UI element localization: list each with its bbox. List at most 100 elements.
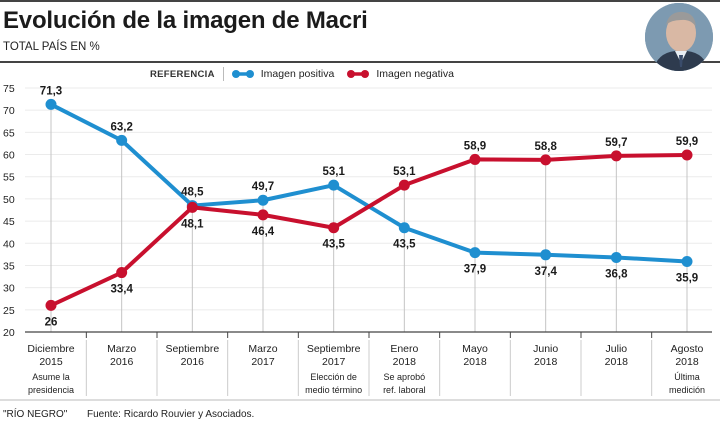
data-label: 37,9: [464, 264, 486, 276]
data-point: [469, 247, 481, 259]
y-tick-label: 30: [3, 283, 15, 295]
x-annotation: Elección de: [310, 372, 357, 382]
legend-item-negativa: Imagen negativa: [346, 68, 454, 80]
data-label: 71,3: [40, 85, 62, 97]
data-point: [398, 179, 410, 191]
data-point: [610, 150, 622, 162]
x-tick-label-year: 2018: [605, 356, 629, 368]
data-point: [540, 249, 552, 261]
x-annotation: Última: [674, 372, 700, 382]
legend-label-negativa: Imagen negativa: [376, 68, 454, 80]
legend: REFERENCIA Imagen positiva Imagen negati…: [150, 66, 466, 82]
x-annotation: Se aprobó: [384, 372, 426, 382]
x-tick-label-month: Septiembre: [165, 343, 219, 355]
data-point: [328, 179, 340, 191]
x-tick-label-year: 2015: [39, 356, 63, 368]
legend-divider: [222, 67, 224, 81]
x-tick-label-month: Septiembre: [307, 343, 361, 355]
chart-title: Evolución de la imagen de Macri: [3, 7, 368, 34]
data-label: 48,1: [181, 218, 204, 230]
data-labels: 71,3 26 63,2 33,4 48,5 48,1 49,7 46,4 53,1 43,5 43…: [40, 85, 698, 328]
footer-credit: "RÍO NEGRO": [3, 409, 68, 420]
data-label: 43,5: [393, 239, 416, 251]
y-tick-label: 60: [3, 150, 15, 162]
y-tick-label: 20: [3, 327, 15, 339]
data-label: 53,1: [322, 166, 345, 178]
y-tick-label: 25: [3, 305, 15, 317]
data-label: 58,9: [464, 140, 486, 152]
data-point: [257, 209, 269, 221]
chart-subtitle: TOTAL PAÍS EN %: [3, 41, 100, 53]
data-point: [186, 201, 198, 213]
x-annotation: ref. laboral: [383, 385, 426, 395]
data-label: 46,4: [252, 226, 275, 238]
data-point: [45, 98, 57, 110]
data-point: [610, 251, 622, 263]
data-point: [540, 154, 552, 166]
data-label: 63,2: [110, 121, 132, 133]
data-point: [469, 153, 481, 165]
y-tick-label: 45: [3, 216, 15, 228]
x-tick-label-year: 2016: [181, 356, 205, 368]
y-tick-label: 75: [3, 83, 15, 95]
x-tick-label-year: 2018: [675, 356, 699, 368]
legend-swatch-negativa-icon: [347, 70, 370, 78]
data-point: [681, 149, 693, 161]
top-rule: [0, 0, 720, 2]
portrait-icon: [645, 3, 713, 71]
y-tick-label: 65: [3, 127, 15, 139]
x-tick-label-month: Mayo: [462, 343, 488, 355]
x-annotation: medición: [669, 385, 705, 395]
data-label: 48,5: [181, 187, 204, 199]
legend-title: REFERENCIA: [150, 68, 215, 80]
x-tick-label-month: Junio: [533, 343, 558, 355]
x-tick-label-month: Diciembre: [27, 343, 74, 355]
data-point: [328, 222, 340, 234]
x-tick-label-month: Marzo: [248, 343, 277, 355]
data-label: 53,1: [393, 166, 416, 178]
y-tick-label: 35: [3, 260, 15, 272]
x-tick-label-year: 2016: [110, 356, 134, 368]
data-point: [116, 267, 128, 279]
data-label: 59,9: [676, 136, 698, 148]
x-tick-label-month: Marzo: [107, 343, 136, 355]
data-point: [257, 194, 269, 206]
x-annotation: medio término: [305, 385, 362, 395]
x-tick-label-year: 2017: [322, 356, 346, 368]
x-tick-label-year: 2018: [393, 356, 417, 368]
x-tick-label-month: Agosto: [671, 343, 704, 355]
portrait-photo: [645, 3, 713, 71]
data-point: [45, 299, 57, 311]
data-point: [398, 222, 410, 234]
data-label: 58,8: [534, 141, 557, 153]
data-label: 59,7: [605, 137, 627, 149]
series-line-positiva: [50, 102, 688, 264]
y-tick-label: 55: [3, 172, 15, 184]
data-label: 26: [45, 316, 58, 328]
x-tick-label-year: 2018: [463, 356, 487, 368]
header-rule: [0, 61, 720, 63]
y-tick-label: 70: [3, 105, 15, 117]
series-line-negativa: [50, 152, 688, 308]
series-group: [45, 98, 693, 311]
data-label: 33,4: [110, 284, 133, 296]
drop-lines: [50, 104, 688, 332]
data-label: 35,9: [676, 272, 698, 284]
data-label: 36,8: [605, 268, 628, 280]
y-tick-label: 40: [3, 238, 15, 250]
legend-label-positiva: Imagen positiva: [260, 68, 335, 80]
footer-source: Fuente: Ricardo Rouvier y Asociados.: [87, 409, 255, 420]
x-tick-label-month: Julio: [606, 343, 628, 355]
y-tick-label: 50: [3, 194, 15, 206]
data-point: [681, 255, 693, 267]
data-label: 37,4: [534, 266, 557, 278]
x-tick-label-month: Enero: [390, 343, 418, 355]
data-label: 43,5: [322, 239, 345, 251]
data-label: 49,7: [252, 181, 274, 193]
y-axis-ticks: 20 25 30 35 40 45 50 55 60 65 70 75: [3, 83, 15, 339]
legend-item-positiva: Imagen positiva: [231, 68, 335, 80]
legend-swatch-positiva-icon: [231, 70, 254, 78]
x-annotation: presidencia: [28, 385, 74, 395]
